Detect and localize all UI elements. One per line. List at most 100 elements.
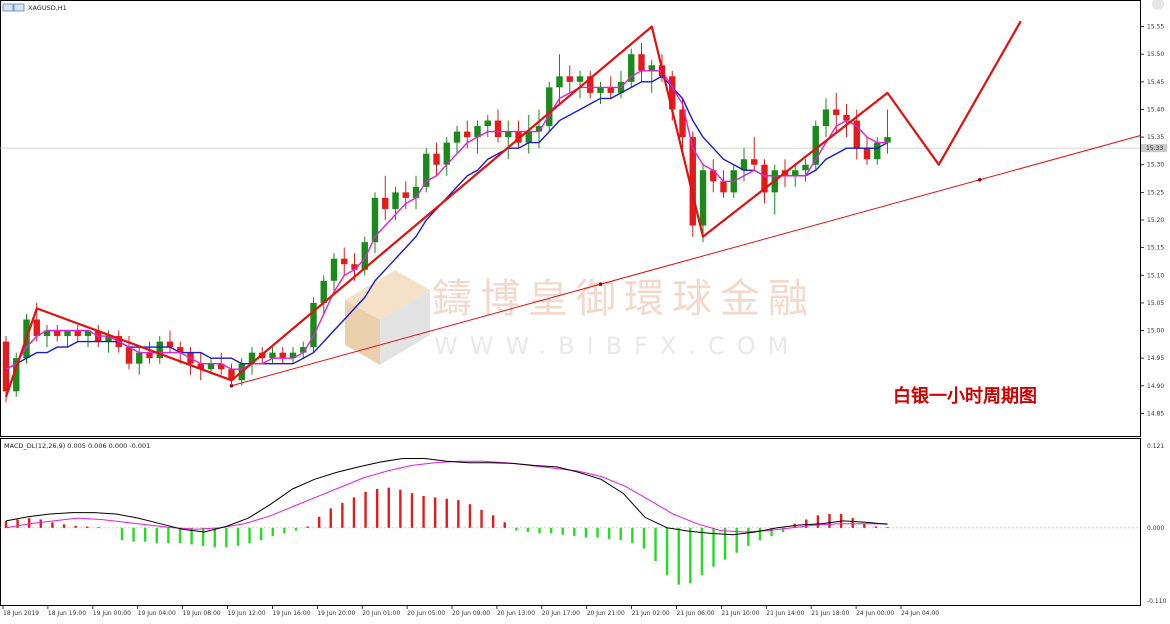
candle-body <box>648 65 655 71</box>
time-tick-label: 20 Jun 17:00 <box>542 610 580 617</box>
watermark: 鑄博皇御環球金融 WWW.BIBFX.COM <box>345 270 816 365</box>
current-price-label: 15.33 <box>1146 145 1163 152</box>
time-tick-label: 18 Jun 2019 <box>3 610 39 617</box>
candle-body <box>218 363 225 370</box>
candle-body <box>269 352 276 359</box>
time-tick-label: 19 Jun 20:00 <box>317 610 355 617</box>
candle-body <box>628 54 635 82</box>
macd-tick-label: 0.121 <box>1147 443 1164 450</box>
price-tick-label: 15.30 <box>1147 162 1164 169</box>
candle-body <box>587 76 594 93</box>
trendline-anchor <box>977 177 982 182</box>
candle-body <box>310 302 317 348</box>
candle-body <box>84 330 92 337</box>
candle-body <box>464 131 471 138</box>
candle-body <box>300 347 307 353</box>
candle-body <box>822 109 830 127</box>
candle-body <box>64 330 71 337</box>
macd-pane-frame <box>0 438 1141 606</box>
candle-body <box>710 170 717 182</box>
candle-body <box>740 159 748 171</box>
candle-body <box>228 369 235 381</box>
price-tick-label: 14.90 <box>1147 383 1164 390</box>
time-tick-label: 24 Jun 00:00 <box>856 610 894 617</box>
time-tick-label: 19 Jun 08:00 <box>183 610 221 617</box>
price-tick-label: 14.85 <box>1147 410 1164 417</box>
candle-body <box>679 109 686 138</box>
chart-window-icon <box>2 3 25 12</box>
candle-body <box>166 341 174 348</box>
time-tick-label: 21 Jun 06:00 <box>677 610 715 617</box>
price-layer <box>2 20 1141 403</box>
candle-body <box>248 352 256 364</box>
candle-body <box>423 153 430 187</box>
candle-body <box>792 170 799 176</box>
time-tick-label: 20 Jun 05:00 <box>407 610 445 617</box>
candle-body <box>484 120 491 127</box>
candle-body <box>361 242 368 270</box>
candle-body <box>494 120 502 138</box>
candle-body <box>669 76 676 110</box>
zigzag-line <box>4 20 1022 398</box>
candle-body <box>874 142 881 160</box>
watermark-chinese: 鑄博皇御環球金融 <box>432 276 816 322</box>
candle-body <box>474 126 481 138</box>
candle-body <box>105 336 112 342</box>
candle-body <box>863 148 871 160</box>
price-tick-label: 15.20 <box>1147 217 1164 224</box>
time-tick-label: 21 Jun 14:00 <box>766 610 804 617</box>
trendline-anchor <box>229 383 234 388</box>
macd-layer <box>4 458 889 585</box>
candle-body <box>136 352 143 364</box>
candle-body <box>146 352 153 359</box>
candle-body <box>177 347 184 353</box>
current-price-badge <box>1141 144 1167 153</box>
ma-fast-line <box>5 70 888 370</box>
candle-body <box>207 363 215 370</box>
candle-body <box>515 131 522 143</box>
ma-slow-line <box>5 75 888 370</box>
time-tick-label: 19 Jun 04:00 <box>138 610 176 617</box>
macd-main-line <box>5 458 888 536</box>
chart-caption: 白银一小时周期图 <box>893 385 1037 407</box>
time-tick-label: 19 Jun 12:00 <box>228 610 266 617</box>
candle-body <box>884 137 891 143</box>
candle-body <box>638 54 645 71</box>
candle-body <box>13 358 20 392</box>
close-icon[interactable] <box>1152 0 1164 10</box>
macd-signal-line <box>5 460 888 533</box>
time-tick-label: 19 Jun 00:00 <box>93 610 131 617</box>
candle-body <box>556 76 563 88</box>
price-pane-frame <box>0 0 1141 437</box>
candle-body <box>576 76 584 82</box>
watermark-url: WWW.BIBFX.COM <box>434 332 800 360</box>
price-axis: 15.55 15.50 15.45 15.40 15.35 15.30 15.25 15.20… <box>0 24 1167 417</box>
time-tick-label: 18 Jun 19:00 <box>48 610 86 617</box>
macd-label: MACD_DL(12,26,9) 0.005 0.006 0.000 -0.00… <box>4 442 150 450</box>
trendline-anchor <box>598 282 603 286</box>
price-tick-label: 15.50 <box>1147 51 1164 58</box>
price-tick-label: 15.15 <box>1147 245 1164 252</box>
time-tick-label: 20 Jun 13:00 <box>497 610 535 617</box>
price-tick-label: 15.45 <box>1147 79 1164 86</box>
macd-axis: 0.121 0.000 -0.110 <box>0 443 1167 605</box>
time-tick-label: 20 Jun 01:00 <box>362 610 400 617</box>
candle-body <box>320 280 327 303</box>
candle-body <box>351 264 358 270</box>
candle-body <box>689 137 696 226</box>
symbol-title-group: XAGUSD,H1 <box>2 3 67 12</box>
candle-body <box>289 352 297 359</box>
candle-body <box>371 197 379 243</box>
symbol-title: XAGUSD,H1 <box>28 4 67 12</box>
candle-body <box>197 363 204 370</box>
candle-body <box>125 347 133 364</box>
candle-body <box>330 258 338 281</box>
candle-body <box>156 341 163 359</box>
candle-body <box>341 258 348 265</box>
candle-body <box>802 164 809 171</box>
candle-body <box>597 87 604 93</box>
candle-body <box>412 186 420 198</box>
time-axis: 18 Jun 2019 18 Jun 19:00 19 Jun 00:00 19 Ju… <box>2 605 939 617</box>
